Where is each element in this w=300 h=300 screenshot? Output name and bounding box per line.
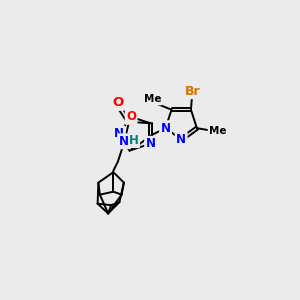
Text: Me: Me bbox=[208, 126, 226, 136]
Text: N: N bbox=[146, 137, 156, 150]
Text: Me: Me bbox=[144, 94, 161, 104]
Text: O: O bbox=[126, 110, 136, 124]
Text: N: N bbox=[119, 135, 129, 148]
Text: O: O bbox=[112, 96, 123, 110]
Text: N: N bbox=[160, 122, 170, 135]
Text: H: H bbox=[129, 134, 139, 147]
Text: N: N bbox=[176, 133, 186, 146]
Text: N: N bbox=[114, 127, 124, 140]
Text: Br: Br bbox=[184, 85, 200, 98]
